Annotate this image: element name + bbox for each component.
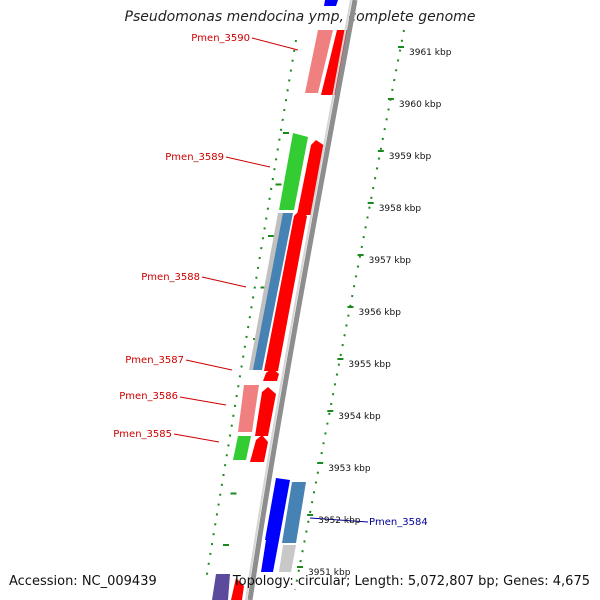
gene-label-pmen-3588[interactable]: Pmen_3588 bbox=[141, 272, 200, 283]
scale-tick-label: 3959 kbp bbox=[389, 152, 432, 162]
scale-tick-label: 3956 kbp bbox=[359, 308, 402, 318]
tick-labels: 3961 kbp 3960 kbp 3959 kbp 3958 kbp 3957 kbp… bbox=[308, 48, 452, 578]
scale-tick-label: 3954 kbp bbox=[338, 412, 381, 422]
gene-3584-forward-blue-lower[interactable] bbox=[261, 540, 279, 572]
gene-3584-forward-steel[interactable] bbox=[282, 482, 306, 543]
forward-strand-track bbox=[231, 0, 351, 600]
gene-3589-reverse[interactable] bbox=[279, 133, 308, 210]
gene-3590-forward[interactable] bbox=[321, 30, 351, 95]
gene-3589-forward[interactable] bbox=[297, 140, 325, 215]
gene-3586-reverse[interactable] bbox=[238, 385, 259, 432]
genome-info-text: Topology: circular; Length: 5,072,807 bp… bbox=[232, 574, 590, 589]
gene-3585-reverse[interactable] bbox=[233, 436, 251, 460]
scale-tick-label: 3953 kbp bbox=[328, 464, 371, 474]
genome-backbone-highlight bbox=[245, 0, 352, 600]
gene-3584-forward-blue[interactable] bbox=[265, 478, 290, 540]
genome-backbone bbox=[247, 0, 358, 600]
gene-bottom-reverse[interactable] bbox=[212, 574, 230, 600]
gene-3587-forward[interactable] bbox=[263, 368, 279, 381]
scale-tick-label: 3955 kbp bbox=[348, 360, 391, 370]
gene-label-pmen-3584[interactable]: Pmen_3584 bbox=[369, 517, 428, 528]
gene-3588-forward[interactable] bbox=[264, 210, 307, 371]
gene-3590-reverse[interactable] bbox=[305, 30, 333, 93]
tick-marks bbox=[223, 46, 404, 568]
gene-3588-reverse-shade bbox=[249, 213, 283, 370]
gene-3590-top-blue bbox=[324, 0, 338, 6]
gene-3585-forward[interactable] bbox=[250, 435, 268, 462]
scale-tick-label: 3960 kbp bbox=[399, 100, 442, 110]
gene-3584-forward-gray[interactable] bbox=[279, 545, 296, 572]
accession-text: Accession: NC_009439 bbox=[9, 574, 157, 589]
gene-labels: Pmen_3590 Pmen_3589 Pmen_3588 Pmen_3587 … bbox=[113, 33, 427, 528]
gene-3588-reverse[interactable] bbox=[251, 213, 293, 370]
leader-lines bbox=[173, 37, 369, 523]
gene-label-pmen-3589[interactable]: Pmen_3589 bbox=[165, 152, 224, 163]
gene-label-pmen-3590[interactable]: Pmen_3590 bbox=[191, 33, 250, 44]
scale-tick-label: 3961 kbp bbox=[409, 48, 452, 58]
gene-3586-forward[interactable] bbox=[255, 387, 276, 436]
scale-tick-label: 3957 kbp bbox=[369, 256, 412, 266]
gene-label-pmen-3587[interactable]: Pmen_3587 bbox=[125, 355, 184, 366]
gene-bottom-forward[interactable] bbox=[231, 578, 244, 600]
genome-title: Pseudomonas mendocina ymp, complete geno… bbox=[124, 9, 476, 25]
scale-tick-label: 3958 kbp bbox=[379, 204, 422, 214]
inner-tick-guide bbox=[205, 39, 297, 581]
gene-label-pmen-3585[interactable]: Pmen_3585 bbox=[113, 429, 172, 440]
scale-tick-label: 3952 kbp bbox=[318, 516, 361, 526]
scale-tick-label: 3951 kbp bbox=[308, 568, 351, 578]
gene-label-pmen-3586[interactable]: Pmen_3586 bbox=[119, 391, 178, 402]
reverse-strand-track bbox=[212, 30, 333, 600]
